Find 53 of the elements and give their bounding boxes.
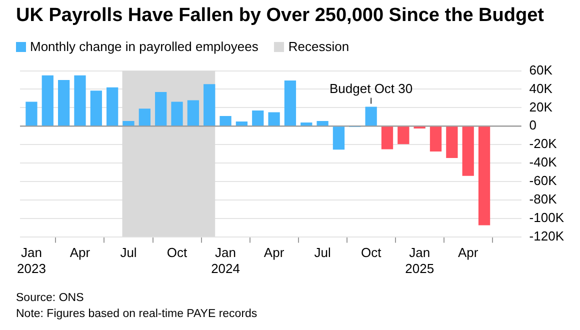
y-tick-label: -40K [529, 154, 558, 170]
y-tick-label: 20K [529, 99, 553, 114]
bar [26, 102, 38, 126]
bar [204, 84, 216, 126]
bar [381, 126, 394, 150]
y-tick-label: 60K [529, 62, 553, 78]
bar [187, 100, 200, 126]
x-tick-label: Jan 2023 [17, 245, 46, 276]
y-tick-label: -120K [529, 228, 564, 244]
y-tick-label: -20K [529, 136, 558, 152]
x-tick-label: Oct [360, 245, 382, 260]
bar [42, 75, 54, 126]
bar [332, 126, 345, 150]
bar [268, 112, 280, 126]
y-tick-label: 0 [529, 118, 537, 133]
bar [138, 108, 150, 126]
bar [106, 87, 118, 126]
y-tick-label: -60K [529, 173, 558, 188]
bar [398, 126, 410, 144]
bar [284, 80, 296, 126]
bar [90, 90, 102, 126]
bar [300, 122, 312, 126]
bar [462, 126, 474, 176]
bar [430, 126, 442, 152]
bar [316, 121, 328, 126]
legend-label: Recession [288, 39, 350, 54]
bar [155, 92, 167, 126]
bar [252, 110, 264, 126]
x-tick-label: Jul [120, 245, 137, 260]
y-tick-label: -100K [529, 210, 564, 225]
x-tick-label: Apr [70, 245, 91, 260]
x-tick-label: Jan 2024 [211, 245, 240, 276]
text: Note: Figures based on real-time PAYE records [16, 307, 258, 322]
bar [446, 126, 458, 158]
bar [58, 80, 70, 126]
x-tick-label: Jul [314, 245, 331, 260]
bar [220, 116, 232, 126]
bar [122, 121, 134, 126]
x-tick-label: Jan 2025 [405, 245, 434, 276]
bar [478, 126, 490, 226]
legend-label: Monthly change in payrolled employees [30, 39, 258, 54]
bar [236, 122, 248, 126]
x-tick-label: Apr [458, 245, 479, 260]
x-tick-label: Oct [166, 245, 188, 260]
chart-title: UK Payrolls Have Fallen by Over 250,000 Since the Budget [16, 5, 544, 27]
x-tick-label: Apr [264, 245, 285, 260]
bar [74, 75, 86, 126]
y-tick-label: 40K [529, 80, 553, 96]
source-note: Source: ONS [16, 291, 85, 306]
y-tick-label: -80K [529, 191, 558, 206]
bar [171, 102, 183, 126]
bar [365, 106, 377, 126]
annotation: Budget Oct 30 [330, 80, 413, 96]
